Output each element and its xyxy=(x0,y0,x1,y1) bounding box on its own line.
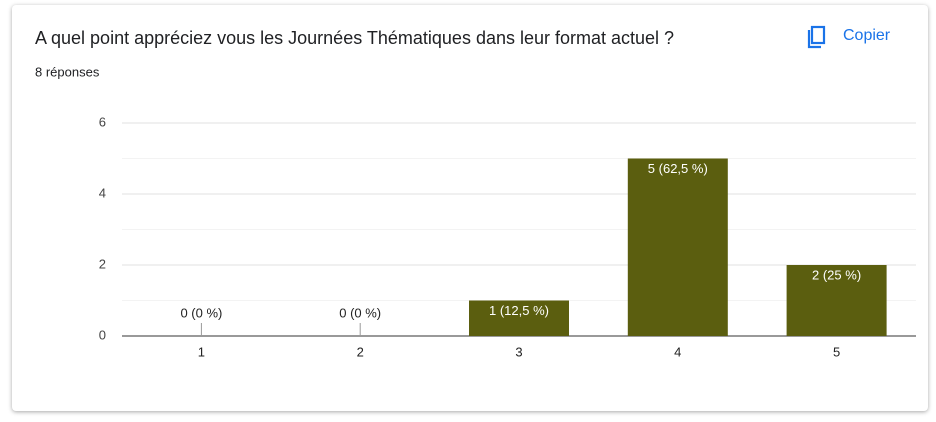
bar xyxy=(469,300,569,336)
y-tick-label: 6 xyxy=(99,114,106,129)
card xyxy=(12,5,928,411)
x-tick-label: 5 xyxy=(833,344,840,359)
data-label: 2 (25 %) xyxy=(812,267,861,282)
bar xyxy=(627,158,728,336)
data-label: 0 (0 %) xyxy=(339,305,381,320)
chart-subtitle: 8 réponses xyxy=(35,64,100,79)
y-tick-label: 2 xyxy=(99,256,106,271)
bar xyxy=(786,265,887,336)
data-label: 5 (62,5 %) xyxy=(648,161,708,176)
data-label: 1 (12,5 %) xyxy=(489,303,549,318)
button-label: Copier xyxy=(843,27,891,44)
y-tick-label: 4 xyxy=(99,185,106,200)
x-tick-label: 3 xyxy=(515,344,522,359)
chart-title: A quel point appréciez vous les Journées… xyxy=(35,28,674,48)
copy-button[interactable]: Copier xyxy=(807,25,891,49)
y-tick-label: 0 xyxy=(99,327,106,342)
copy-icon xyxy=(810,25,826,45)
copy-icon-back xyxy=(807,30,821,49)
x-tick-label: 1 xyxy=(198,344,205,359)
x-tick-label: 4 xyxy=(674,344,681,359)
x-tick-label: 2 xyxy=(357,344,364,359)
data-label: 0 (0 %) xyxy=(180,305,222,320)
